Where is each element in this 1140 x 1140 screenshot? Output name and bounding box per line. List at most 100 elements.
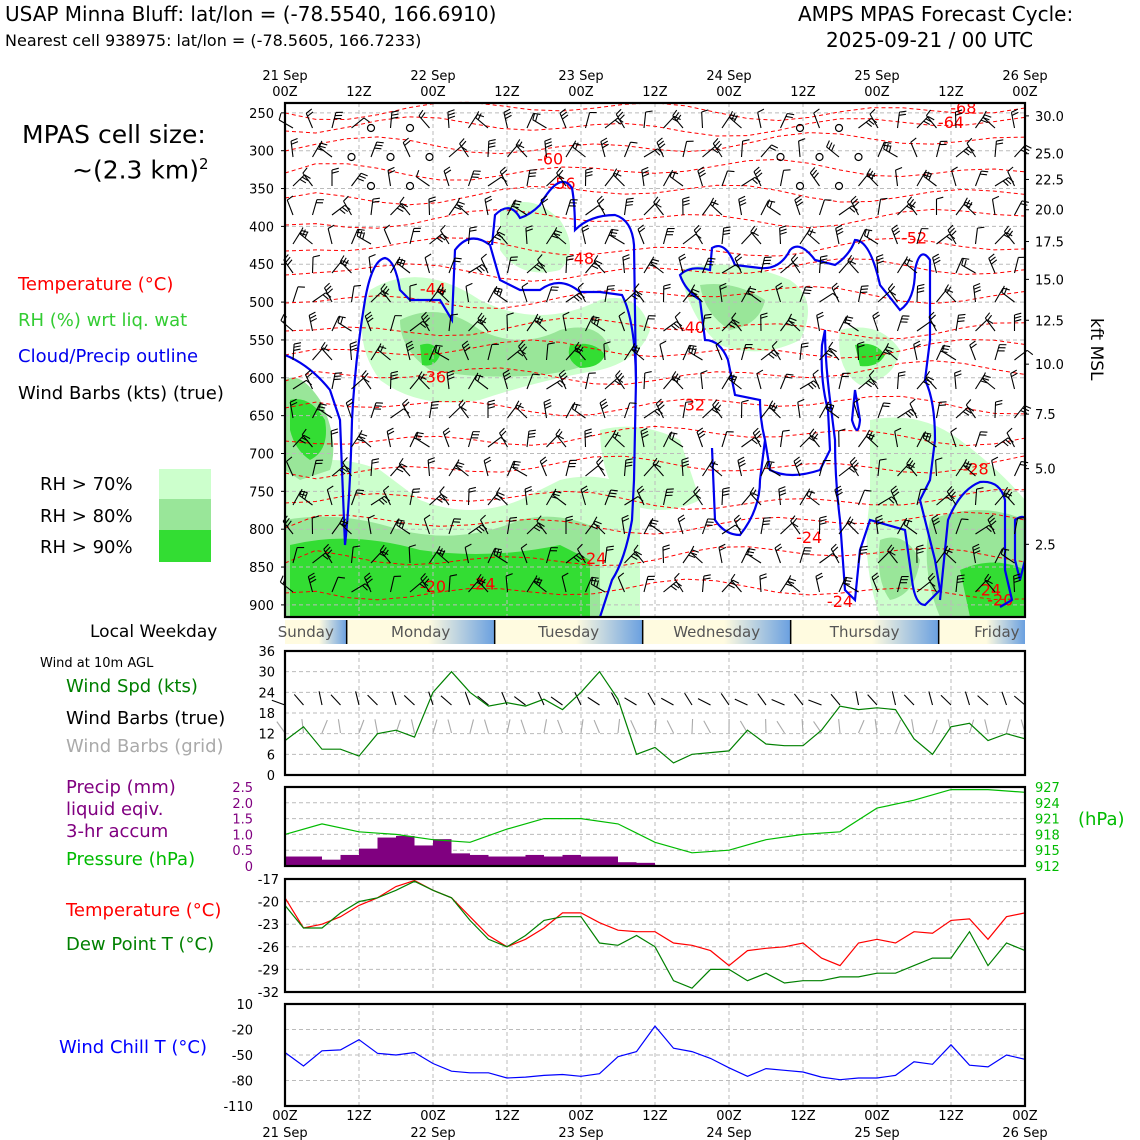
- wind-barb-flag: [657, 401, 664, 408]
- wind-barb-staff: [819, 553, 833, 564]
- rh-area: [420, 343, 440, 366]
- true-wind-barb: [440, 695, 452, 706]
- wind-barb-flag: [755, 169, 762, 175]
- wind-barb-flag: [706, 263, 714, 266]
- wind-barb-flag: [671, 371, 677, 378]
- wind-barb-flag: [870, 172, 876, 180]
- wind-barb-flag: [552, 488, 557, 496]
- wind-barb-flag: [536, 315, 541, 323]
- wind-barb-staff: [896, 373, 900, 390]
- wind-barb-staff: [753, 171, 762, 187]
- wind-barb-staff: [690, 290, 703, 303]
- grid-wind-barb: [321, 719, 328, 734]
- wind-barb-staff: [439, 491, 450, 506]
- wind-barb-flag: [751, 489, 757, 496]
- wind-barb-flag: [1013, 576, 1021, 580]
- wind-barb-staff: [311, 199, 318, 216]
- wind-barb-staff: [565, 403, 574, 419]
- wind-barb-flag: [672, 109, 678, 117]
- wind-barb-flag: [600, 137, 608, 143]
- wind-barb-flag: [498, 231, 506, 236]
- wind-barb-staff: [877, 199, 882, 216]
- temp-contour-label: -56: [549, 174, 575, 193]
- wind-barb-flag: [544, 402, 552, 406]
- wind-barb-flag: [741, 399, 749, 403]
- cycle-date: 2025-09-21 / 00 UTC: [826, 28, 1034, 52]
- bottom-hour-label: 00Z: [568, 1109, 594, 1124]
- wind-barb-flag: [754, 430, 761, 437]
- wind-barb-flag: [669, 431, 673, 439]
- true-wind-barb: [537, 691, 545, 706]
- wind-barb-flag: [536, 577, 540, 585]
- wind-barb-flag: [560, 111, 568, 117]
- wind-barb-staff: [896, 315, 903, 332]
- wind-barb-flag: [478, 526, 485, 532]
- wind-barb-flag: [409, 283, 417, 287]
- wind-barb-staff: [916, 285, 919, 303]
- wind-barb-flag: [731, 312, 737, 319]
- legend-rh: RH (%) wrt liq. wat: [18, 310, 188, 331]
- wind-barb-flag: [1008, 230, 1014, 237]
- wind-barb-staff: [857, 286, 863, 303]
- wind-barb-flag: [455, 459, 460, 467]
- wind-barb-flag: [339, 516, 344, 524]
- wind-barb-staff: [312, 347, 324, 361]
- wind-barb-staff: [974, 228, 978, 245]
- grid-wind-barb: [337, 719, 342, 734]
- calm-wind-circle: [815, 152, 824, 162]
- wind-barb-staff: [807, 233, 820, 245]
- true-wind-barb: [891, 691, 897, 706]
- wind-barb-flag: [601, 140, 609, 146]
- wind-barb-staff: [610, 235, 625, 245]
- wind-barb-flag: [925, 370, 931, 378]
- wind-barb-flag: [842, 582, 850, 585]
- wind-barb-flag: [574, 341, 580, 349]
- wind-barb-flag: [995, 403, 1003, 406]
- wind-barb-flag: [459, 138, 465, 145]
- wind-barb-flag: [973, 286, 981, 290]
- wind-barb-flag: [431, 400, 440, 403]
- wind-barb-staff: [669, 176, 684, 187]
- wind-barb-flag: [898, 374, 906, 377]
- wind-barb-flag: [323, 543, 330, 550]
- wind-barb-flag: [698, 169, 705, 175]
- wind-barb-flag: [448, 115, 456, 119]
- dewpoint-line: [284, 880, 1026, 989]
- bottom-hour-label: 12Z: [346, 1109, 372, 1124]
- wind-barb-flag: [574, 403, 578, 411]
- true-wind-barb: [330, 694, 341, 706]
- wind-barb-staff: [423, 518, 431, 535]
- kft-tick: 25.0: [1035, 148, 1064, 163]
- wind-barb-flag: [597, 459, 604, 466]
- wind-barb-flag: [388, 170, 396, 174]
- wind-barb-flag: [488, 142, 496, 145]
- wind-barb-flag: [645, 110, 653, 113]
- wind-barb-flag: [796, 462, 803, 468]
- wind-barb-flag: [950, 427, 957, 433]
- wind-barb-flag: [785, 322, 793, 327]
- wind-barb-flag: [889, 285, 896, 292]
- wind-barb-staff: [747, 292, 762, 303]
- wind-barb-flag: [383, 224, 391, 230]
- wind-barb-flag: [600, 401, 608, 407]
- kft-tick: 12.5: [1035, 314, 1064, 329]
- wind-barb-flag: [986, 314, 993, 322]
- legend-windchill: Wind Chill T (°C): [59, 1037, 207, 1058]
- wind-barb-flag: [468, 490, 476, 493]
- wind-barb-staff: [895, 170, 899, 187]
- wind-barb-flag: [415, 431, 419, 439]
- wind-barb-flag: [879, 458, 887, 461]
- true-wind-barb: [1013, 695, 1026, 706]
- wind-barb-flag: [464, 346, 471, 352]
- wind-barb-flag: [381, 497, 388, 504]
- wind-barb-staff: [766, 467, 781, 477]
- wind-barb-staff: [389, 315, 396, 332]
- wind-barb-flag: [447, 373, 455, 377]
- wind-barb-flag: [365, 575, 372, 581]
- wind-barb-flag: [476, 267, 483, 274]
- wind-barb-flag: [518, 340, 524, 347]
- weekday-label: Sunday: [278, 623, 334, 641]
- chill-tick: 10: [236, 998, 253, 1013]
- precip-bar: [377, 837, 396, 866]
